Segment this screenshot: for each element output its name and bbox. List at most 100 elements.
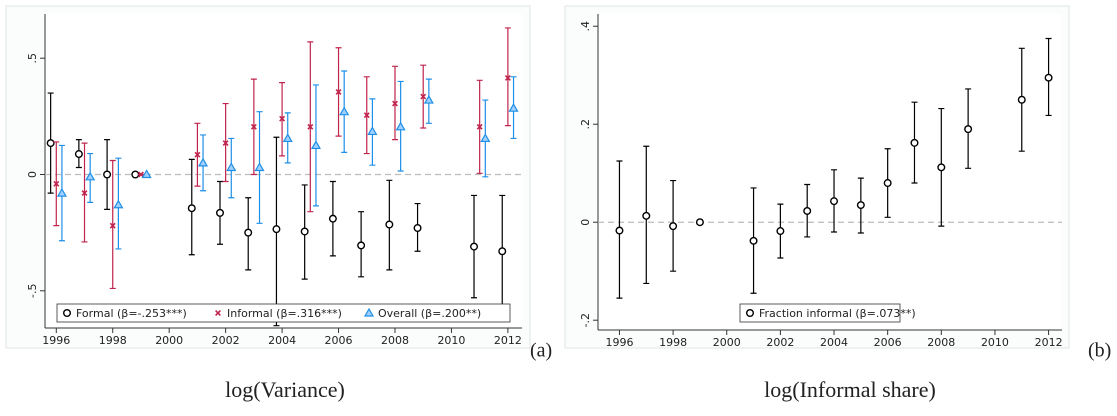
- point: [883, 179, 892, 188]
- x-tick-label: 1998: [659, 336, 687, 349]
- point: [367, 126, 378, 136]
- point: [141, 169, 152, 179]
- x-tick-label: 2002: [212, 334, 240, 347]
- point: [803, 206, 812, 215]
- point: [282, 133, 293, 143]
- x-tick-label: 2012: [1035, 336, 1063, 349]
- panel-label: (a): [530, 340, 552, 362]
- x-tick-label: 1996: [42, 334, 70, 347]
- legend-marker: [746, 309, 755, 318]
- error-bar: [109, 159, 116, 290]
- point: [81, 190, 88, 197]
- point: [56, 187, 67, 197]
- point: [187, 204, 196, 213]
- x-tick-label: 2000: [155, 334, 183, 347]
- point: [395, 121, 406, 131]
- point: [504, 74, 511, 81]
- point: [272, 225, 281, 234]
- point: [642, 211, 651, 220]
- point: [310, 140, 321, 150]
- x-tick-label: 2008: [381, 334, 409, 347]
- y-tick-label: 0: [26, 171, 39, 178]
- point: [226, 162, 237, 172]
- x-tick-label: 2010: [437, 334, 465, 347]
- point: [254, 162, 265, 172]
- point: [300, 227, 309, 236]
- point: [470, 242, 479, 251]
- point: [615, 226, 624, 235]
- y-tick-label: .4: [579, 21, 592, 32]
- point: [131, 170, 140, 179]
- point: [328, 214, 337, 223]
- point: [103, 170, 112, 179]
- point: [339, 106, 350, 116]
- point: [1017, 95, 1026, 104]
- point: [74, 150, 83, 159]
- point: [830, 197, 839, 206]
- y-tick-label: 0: [579, 219, 592, 226]
- panel-label: (b): [1088, 340, 1111, 362]
- x-tick-label: 2004: [268, 334, 296, 347]
- plot-area: [598, 14, 1062, 330]
- point: [137, 171, 144, 178]
- legend-marker: [63, 309, 72, 318]
- point: [749, 236, 758, 245]
- x-tick-label: 2012: [494, 334, 522, 347]
- legend-label: Formal (β=-.253***): [76, 307, 187, 320]
- y-tick-label: .2: [579, 119, 592, 130]
- caption: log(Variance): [225, 377, 345, 402]
- point: [222, 140, 229, 147]
- x-tick-label: 2000: [713, 336, 741, 349]
- point: [244, 228, 253, 237]
- point: [476, 123, 483, 130]
- point: [498, 247, 507, 256]
- point: [423, 94, 434, 104]
- point: [856, 201, 865, 210]
- legend: [56, 303, 511, 323]
- point: [250, 123, 257, 130]
- error-bar: [504, 27, 511, 127]
- point: [776, 227, 785, 236]
- x-tick-label: 1996: [605, 336, 633, 349]
- point: [363, 112, 370, 119]
- point: [46, 139, 55, 148]
- legend-label: Fraction informal (β=.073**): [759, 307, 916, 320]
- point: [357, 241, 366, 250]
- point: [307, 123, 314, 130]
- point: [198, 157, 209, 167]
- y-tick-label: .5: [26, 53, 39, 64]
- point: [215, 208, 224, 217]
- point: [85, 171, 96, 181]
- point: [392, 100, 398, 107]
- legend-label: Overall (β=.200**): [378, 307, 481, 320]
- x-tick-label: 2002: [766, 336, 794, 349]
- point: [413, 223, 422, 232]
- plot-area: [45, 14, 522, 328]
- point: [113, 199, 124, 209]
- point: [335, 88, 342, 95]
- x-tick-label: 2010: [981, 336, 1009, 349]
- legend-marker: [363, 307, 375, 317]
- x-tick-label: 2004: [820, 336, 848, 349]
- x-tick-label: 2006: [874, 336, 902, 349]
- point: [385, 220, 394, 229]
- point: [937, 163, 946, 172]
- point: [420, 93, 427, 100]
- legend: [739, 303, 901, 323]
- point: [53, 180, 60, 187]
- y-tick-label: -.2: [579, 313, 592, 327]
- point: [480, 133, 491, 143]
- legend-marker: [215, 310, 221, 316]
- caption: log(Informal share): [764, 377, 936, 402]
- point: [194, 151, 201, 158]
- point: [964, 125, 973, 134]
- legend-label: Informal (β=.316***): [227, 307, 342, 320]
- x-tick-label: 1998: [99, 334, 127, 347]
- point: [508, 102, 519, 112]
- point: [279, 115, 286, 122]
- x-tick-label: 2008: [927, 336, 955, 349]
- point: [669, 222, 678, 231]
- x-tick-label: 2006: [325, 334, 353, 347]
- point: [695, 218, 704, 227]
